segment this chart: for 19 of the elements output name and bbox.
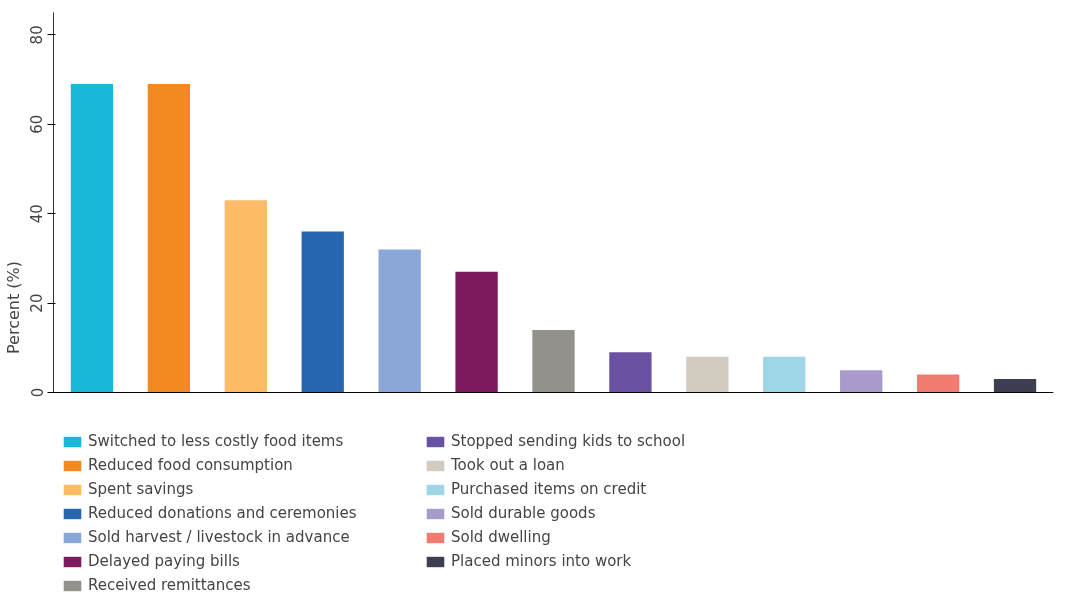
legend-label: Received remittances [88,576,252,594]
legend-label: Reduced food consumption [88,456,294,474]
y-tick-label: 0 [28,387,47,398]
y-axis-title: Percent (%) [3,261,23,354]
y-tick-label: 60 [28,114,47,134]
legend-label: Sold dwelling [451,528,552,546]
legend-label: Delayed paying bills [88,552,241,570]
legend-label: Switched to less costly food items [88,432,345,450]
y-tick-label: 20 [28,293,47,313]
legend-label: Stopped sending kids to school [451,432,687,450]
legend-label: Took out a loan [451,456,566,474]
legend-label: Placed minors into work [451,552,633,570]
y-tick-label: 80 [28,25,47,45]
legend-label: Sold harvest / livestock in advance [88,528,351,546]
y-tick-label: 40 [28,204,47,224]
legend-label: Sold durable goods [451,504,597,522]
legend-label: Spent savings [88,480,195,498]
legend-label: Purchased items on credit [451,480,648,498]
legend-label: Reduced donations and ceremonies [88,504,358,522]
